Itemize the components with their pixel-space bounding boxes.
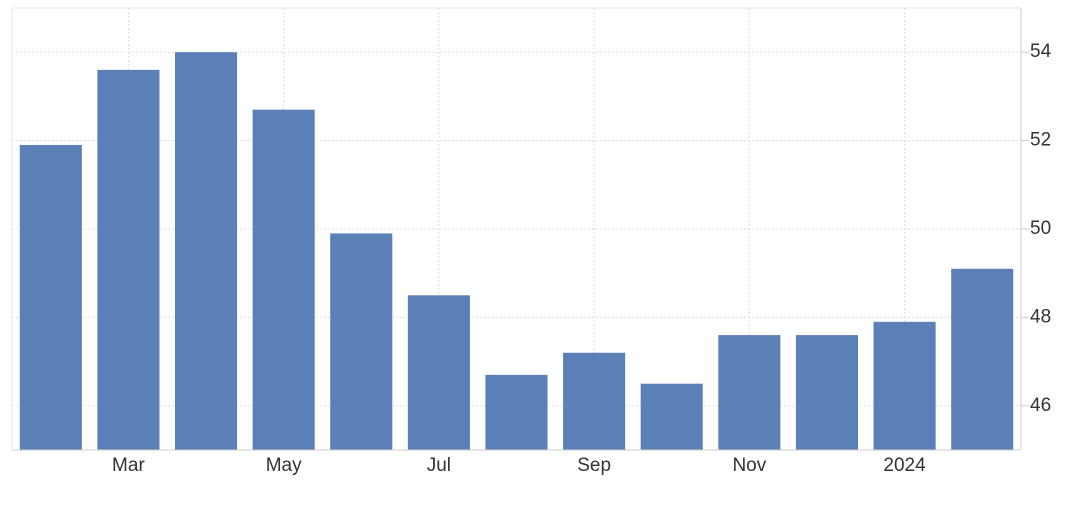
y-tick-label: 54 <box>1030 41 1052 62</box>
bar <box>19 145 82 450</box>
y-tick-label: 46 <box>1030 395 1051 416</box>
y-tick-label: 52 <box>1030 130 1051 151</box>
bar <box>795 335 859 450</box>
bar <box>407 295 470 450</box>
bar <box>97 69 160 450</box>
bar <box>873 321 936 450</box>
x-tick-label: Jul <box>427 455 451 476</box>
bar <box>485 374 548 450</box>
bar <box>252 109 315 450</box>
bar <box>951 268 1014 450</box>
x-tick-label: Mar <box>112 455 145 476</box>
bar <box>330 233 393 450</box>
y-tick-label: 50 <box>1030 218 1051 239</box>
x-tick-label: May <box>266 455 302 476</box>
x-tick-label: Sep <box>577 455 611 476</box>
bar <box>563 352 626 450</box>
bar <box>640 383 703 450</box>
bar <box>718 335 781 450</box>
x-tick-label: 2024 <box>883 455 926 476</box>
bar <box>174 52 238 450</box>
y-tick-label: 48 <box>1030 306 1051 327</box>
x-tick-label: Nov <box>732 455 766 476</box>
